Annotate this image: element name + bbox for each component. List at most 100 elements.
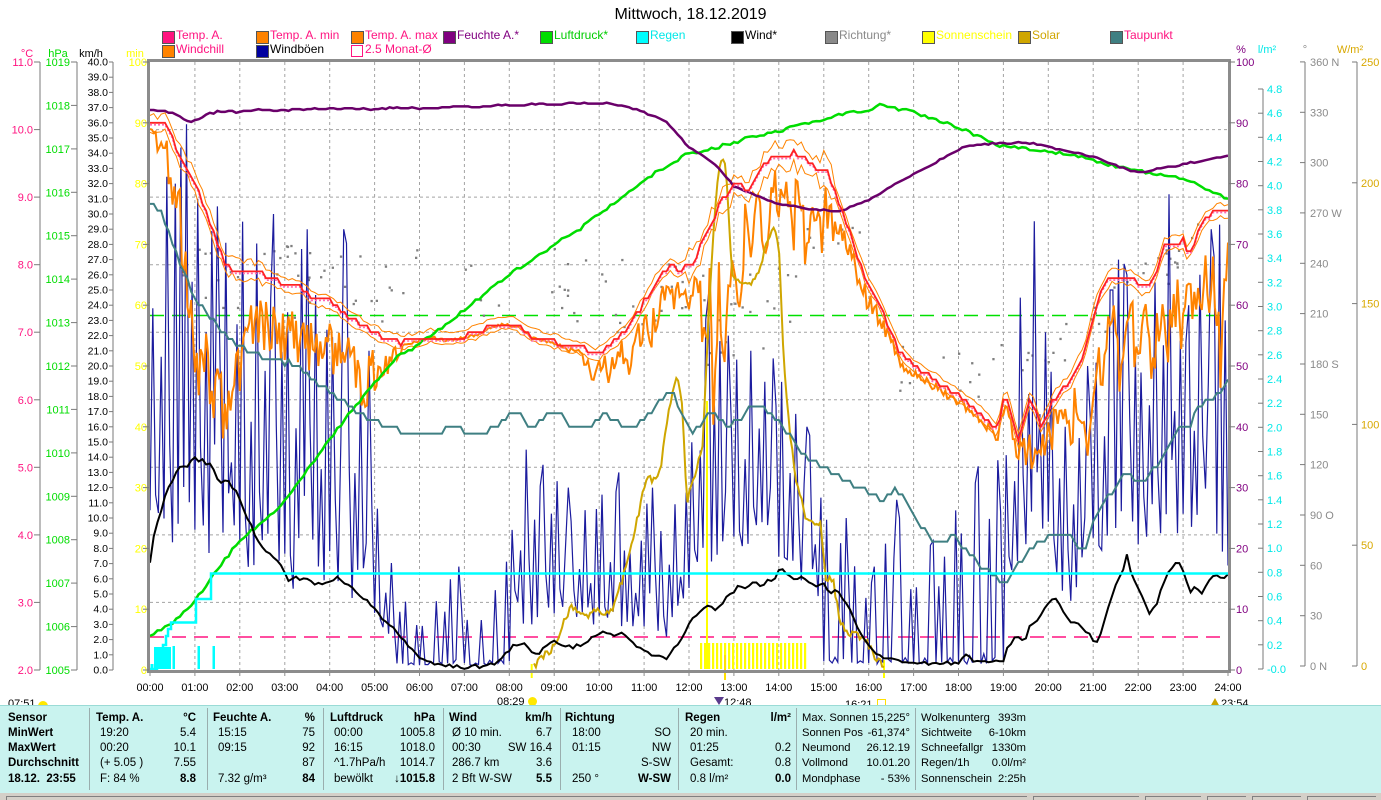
svg-text:32.0: 32.0 <box>88 178 109 190</box>
svg-text:8.0: 8.0 <box>93 543 108 555</box>
svg-text:30: 30 <box>135 483 147 495</box>
svg-text:37.0: 37.0 <box>88 102 109 114</box>
svg-text:5.0: 5.0 <box>93 589 108 601</box>
svg-text:15:00: 15:00 <box>810 682 837 694</box>
svg-text:90: 90 <box>135 118 147 130</box>
svg-text:1011: 1011 <box>46 404 70 416</box>
svg-text:02:00: 02:00 <box>226 682 253 694</box>
svg-text:04:00: 04:00 <box>316 682 343 694</box>
svg-text:3.0: 3.0 <box>18 597 33 609</box>
svg-text:90: 90 <box>1236 118 1248 130</box>
svg-text:10: 10 <box>1236 604 1248 616</box>
svg-text:80: 80 <box>1236 179 1248 191</box>
svg-text:%: % <box>1236 44 1246 56</box>
svg-text:1010: 1010 <box>46 448 70 460</box>
svg-text:1014: 1014 <box>46 274 70 286</box>
svg-text:1012: 1012 <box>46 361 70 373</box>
svg-text:50: 50 <box>135 361 147 373</box>
svg-text:1019: 1019 <box>46 57 70 69</box>
svg-text:1016: 1016 <box>46 187 70 199</box>
svg-text:5.0: 5.0 <box>18 462 33 474</box>
svg-text:4.4: 4.4 <box>1267 132 1282 144</box>
svg-text:15.0: 15.0 <box>88 437 109 449</box>
svg-text:12:00: 12:00 <box>675 682 702 694</box>
svg-text:1.2: 1.2 <box>1267 519 1282 531</box>
svg-text:20: 20 <box>1236 543 1248 555</box>
svg-text:10:00: 10:00 <box>586 682 613 694</box>
svg-text:06:00: 06:00 <box>406 682 433 694</box>
svg-text:°: ° <box>1303 44 1307 56</box>
svg-text:3.2: 3.2 <box>1267 277 1282 289</box>
svg-text:2.6: 2.6 <box>1267 350 1282 362</box>
svg-text:2.0: 2.0 <box>93 634 108 646</box>
svg-text:2.0: 2.0 <box>1267 422 1282 434</box>
svg-text:60: 60 <box>135 300 147 312</box>
svg-text:7.0: 7.0 <box>93 558 108 570</box>
svg-text:0: 0 <box>141 665 147 677</box>
svg-text:22:00: 22:00 <box>1125 682 1152 694</box>
svg-text:60: 60 <box>1310 560 1322 572</box>
svg-text:27.0: 27.0 <box>88 254 109 266</box>
svg-text:17:00: 17:00 <box>900 682 927 694</box>
svg-text:300: 300 <box>1310 158 1328 170</box>
svg-text:1.6: 1.6 <box>1267 471 1282 483</box>
svg-text:10.0: 10.0 <box>12 125 33 137</box>
svg-text:2.2: 2.2 <box>1267 398 1282 410</box>
svg-text:6.0: 6.0 <box>93 573 108 585</box>
svg-text:28.0: 28.0 <box>88 239 109 251</box>
svg-text:1013: 1013 <box>46 318 70 330</box>
svg-text:120: 120 <box>1310 460 1328 472</box>
svg-text:1.8: 1.8 <box>1267 447 1282 459</box>
svg-text:100: 100 <box>129 57 147 69</box>
svg-text:33.0: 33.0 <box>88 163 109 175</box>
svg-text:40: 40 <box>1236 422 1248 434</box>
svg-text:20.0: 20.0 <box>88 361 109 373</box>
svg-text:180 S: 180 S <box>1310 359 1339 371</box>
svg-text:16.0: 16.0 <box>88 421 109 433</box>
svg-text:4.0: 4.0 <box>18 530 33 542</box>
svg-text:270 W: 270 W <box>1310 208 1342 220</box>
svg-text:26.0: 26.0 <box>88 269 109 281</box>
svg-text:01:00: 01:00 <box>181 682 208 694</box>
svg-text:1.0: 1.0 <box>93 649 108 661</box>
svg-text:150: 150 <box>1310 409 1328 421</box>
svg-text:4.0: 4.0 <box>1267 181 1282 193</box>
svg-text:13:00: 13:00 <box>720 682 747 694</box>
svg-text:3.0: 3.0 <box>93 619 108 631</box>
svg-text:30: 30 <box>1236 483 1248 495</box>
svg-text:21:00: 21:00 <box>1080 682 1107 694</box>
svg-text:11.0: 11.0 <box>12 57 33 69</box>
svg-text:2.8: 2.8 <box>1267 326 1282 338</box>
svg-text:80: 80 <box>135 179 147 191</box>
svg-text:09:00: 09:00 <box>541 682 568 694</box>
svg-text:0.2: 0.2 <box>1267 640 1282 652</box>
svg-text:1015: 1015 <box>46 231 70 243</box>
svg-text:250: 250 <box>1361 57 1379 69</box>
svg-text:1.4: 1.4 <box>1267 495 1282 507</box>
svg-text:0.8: 0.8 <box>1267 567 1282 579</box>
svg-text:4.0: 4.0 <box>93 604 108 616</box>
svg-text:1018: 1018 <box>46 100 70 112</box>
svg-text:16:00: 16:00 <box>855 682 882 694</box>
svg-text:19.0: 19.0 <box>88 376 109 388</box>
svg-text:34.0: 34.0 <box>88 148 109 160</box>
svg-text:100: 100 <box>1361 419 1379 431</box>
svg-text:13.0: 13.0 <box>88 467 109 479</box>
svg-text:4.2: 4.2 <box>1267 157 1282 169</box>
svg-text:24.0: 24.0 <box>88 300 109 312</box>
svg-text:km/h: km/h <box>79 48 103 60</box>
svg-text:90 O: 90 O <box>1310 510 1334 522</box>
svg-text:31.0: 31.0 <box>88 193 109 205</box>
svg-text:4.6: 4.6 <box>1267 108 1282 120</box>
svg-text:60: 60 <box>1236 300 1248 312</box>
svg-text:hPa: hPa <box>48 48 68 60</box>
svg-text:24:00: 24:00 <box>1214 682 1241 694</box>
svg-text:05:00: 05:00 <box>361 682 388 694</box>
svg-text:150: 150 <box>1361 299 1379 311</box>
svg-text:l/m²: l/m² <box>1258 44 1277 56</box>
svg-text:70: 70 <box>1236 239 1248 251</box>
svg-text:-0.0: -0.0 <box>1267 664 1286 676</box>
svg-text:29.0: 29.0 <box>88 224 109 236</box>
svg-text:20: 20 <box>135 543 147 555</box>
svg-text:0: 0 <box>1361 661 1367 673</box>
